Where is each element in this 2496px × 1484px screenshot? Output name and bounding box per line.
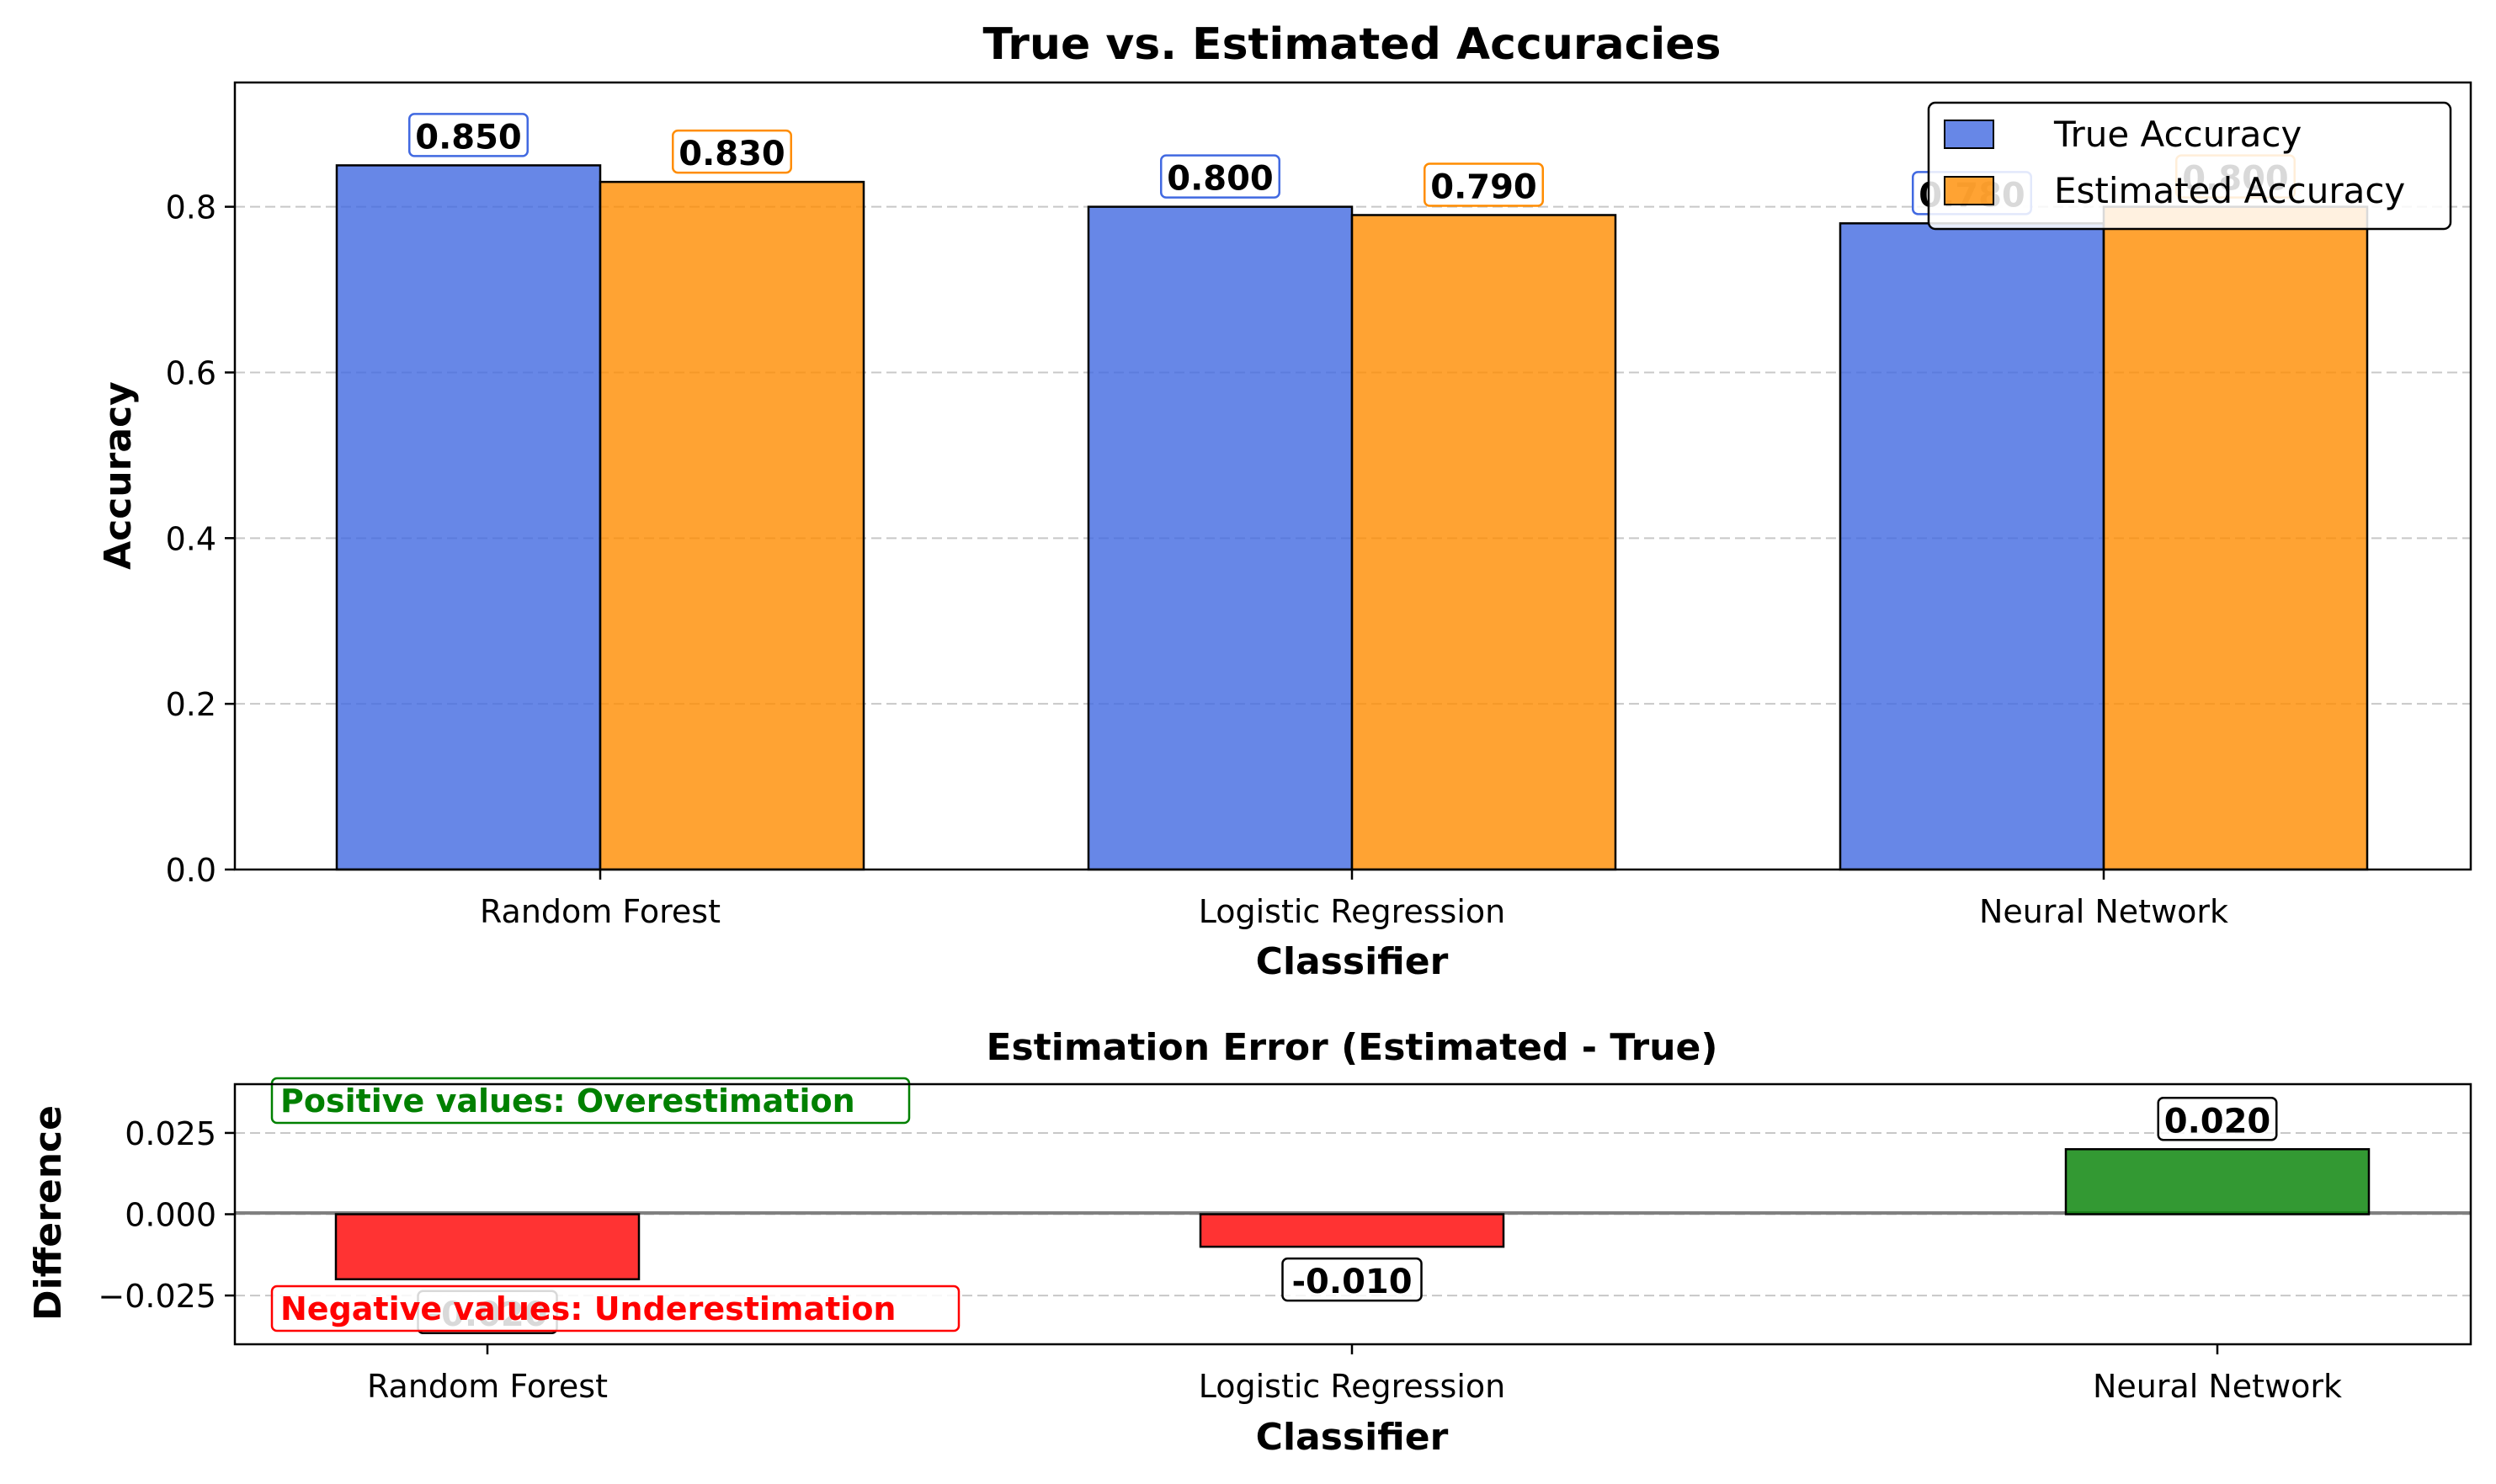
error-label-neural-network: 0.020 [2157,1097,2278,1141]
label-estimated-accuracy-random-forest-box [672,129,792,174]
legend-swatch-true-accuracy [1944,120,1994,149]
top-x-ticks: Random Forest Logistic Regression Neural N… [480,870,2228,930]
top-ytick-label-0-0: 0.0 [166,852,216,889]
bottom-xtick-label-logistic-regression: Logistic Regression [1199,1368,1506,1405]
error-bar-logistic-regression [1199,1213,1505,1248]
error-label-logistic-regression: -0.010 [1281,1257,1423,1302]
error-label-neural-network-text: 0.020 [2164,1102,2271,1141]
bar-true-accuracy-logistic-regression [1087,205,1354,871]
label-estimated-accuracy-logistic-regression-box [1424,162,1544,207]
error-bar-neural-network [2064,1148,2371,1215]
top-ytick-label-0-8: 0.8 [166,189,216,226]
accuracy-chart: True vs. Estimated Accuracies 0.850 0.830… [97,19,2472,983]
top-bars [335,164,2369,871]
label-true-accuracy-logistic-regression: 0.800 [1160,154,1280,199]
legend-swatch-estimated-accuracy [1944,176,1994,205]
bar-true-accuracy-random-forest [335,164,602,871]
error-label-logistic-regression-text: -0.010 [1291,1263,1412,1301]
annotation-underestimation-text: Negative values: Underestimation [280,1290,896,1327]
bottom-ytick-label-0-025: −0.025 [98,1278,216,1315]
top-xtick-label-logistic-regression: Logistic Regression [1199,893,1506,930]
top-ytick-label-0-2: 0.2 [166,686,216,723]
top-xtick-label-neural-network: Neural Network [1979,893,2228,930]
label-estimated-accuracy-logistic-regression-text: 0.790 [1430,168,1537,206]
bottom-y-ticks: 0.025 0.000 −0.025 [98,1115,235,1315]
bar-estimated-accuracy-neural-network [2102,205,2369,871]
annotation-underestimation: Negative values: Underestimation [270,1285,961,1332]
label-true-accuracy-logistic-regression-box [1160,154,1280,199]
label-estimated-accuracy-logistic-regression: 0.790 [1424,162,1544,207]
bottom-chart-title: Estimation Error (Estimated - True) [986,1026,1717,1069]
label-true-accuracy-random-forest-box [408,113,529,157]
label-true-accuracy-random-forest: 0.850 [408,113,529,157]
top-y-axis-label: Accuracy [97,381,140,570]
label-estimated-accuracy-random-forest-text: 0.830 [679,135,785,173]
bottom-y-axis-label: Difference [27,1105,70,1321]
legend: True Accuracy Estimated Accuracy [1927,101,2452,231]
bottom-xtick-label-neural-network: Neural Network [2093,1368,2342,1405]
legend-label-true-accuracy: True Accuracy [2053,114,2302,155]
label-true-accuracy-random-forest-text: 0.850 [415,118,522,157]
error-label-logistic-regression-box [1281,1257,1423,1302]
annotation-overestimation: Positive values: Overestimation [270,1077,911,1125]
legend-box [1927,101,2452,231]
legend-label-estimated-accuracy: Estimated Accuracy [2054,170,2405,211]
top-ytick-label-0-6: 0.6 [166,354,216,391]
top-xtick-label-random-forest: Random Forest [480,893,721,930]
bottom-x-ticks: Random Forest Logistic Regression Neural N… [367,1344,2342,1405]
label-true-accuracy-logistic-regression-text: 0.800 [1167,160,1274,199]
bottom-x-axis-label: Classifier [1256,1416,1449,1459]
bar-true-accuracy-neural-network [1839,222,2105,871]
bottom-ytick-label-0-000: 0.000 [125,1197,216,1234]
annotation-overestimation-text: Positive values: Overestimation [280,1082,855,1120]
top-ytick-label-0-4: 0.4 [166,520,216,557]
bottom-ytick-label-0-025: 0.025 [125,1115,216,1152]
error-chart: Estimation Error (Estimated - True) -0.0… [27,1026,2472,1459]
error-label-neural-network-box [2157,1097,2278,1141]
top-x-axis-label: Classifier [1256,940,1449,983]
bottom-bars [334,1148,2371,1280]
error-bar-random-forest [334,1213,641,1280]
bar-estimated-accuracy-random-forest [599,180,865,871]
bar-estimated-accuracy-logistic-regression [1350,214,1617,871]
label-estimated-accuracy-random-forest: 0.830 [672,129,792,174]
bottom-xtick-label-random-forest: Random Forest [367,1368,608,1405]
top-chart-title: True vs. Estimated Accuracies [983,19,1722,70]
top-y-ticks: 0.0 0.2 0.4 0.6 0.8 [166,189,235,889]
